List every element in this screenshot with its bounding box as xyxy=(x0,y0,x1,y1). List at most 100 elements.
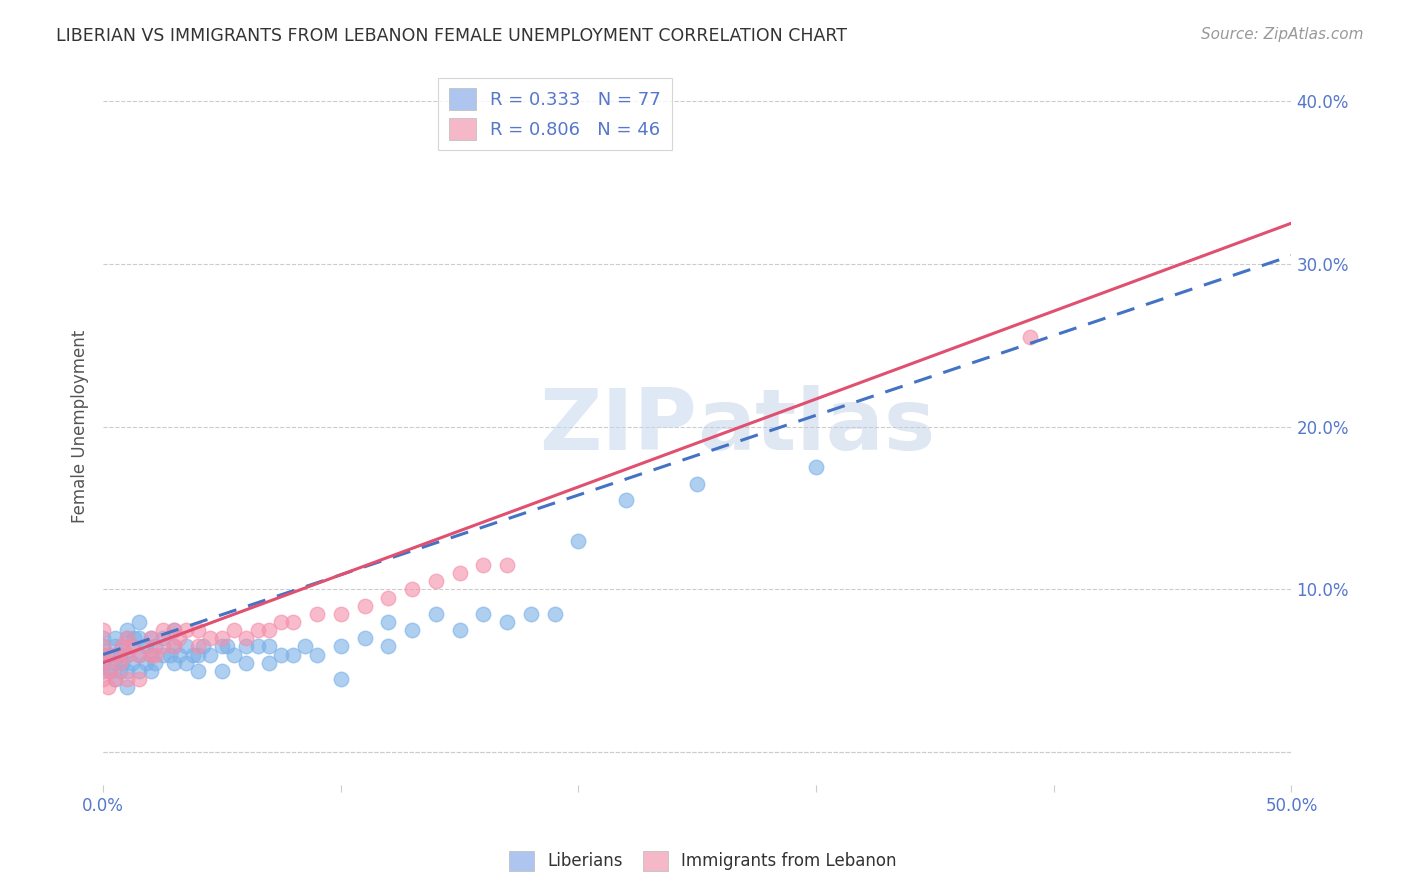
Point xyxy=(567,533,589,548)
Point xyxy=(449,623,471,637)
Point xyxy=(115,672,138,686)
Point xyxy=(139,664,162,678)
Point xyxy=(121,656,143,670)
Point xyxy=(108,648,131,662)
Point xyxy=(496,558,519,572)
Point xyxy=(139,648,162,662)
Point xyxy=(496,615,519,629)
Point xyxy=(259,623,281,637)
Point xyxy=(270,648,292,662)
Point xyxy=(187,648,209,662)
Point xyxy=(139,632,162,646)
Point xyxy=(121,640,143,654)
Point xyxy=(91,672,114,686)
Text: Source: ZipAtlas.com: Source: ZipAtlas.com xyxy=(1201,27,1364,42)
Point xyxy=(91,656,114,670)
Point xyxy=(215,640,238,654)
Point xyxy=(211,640,233,654)
Point xyxy=(98,664,121,678)
Point xyxy=(91,648,114,662)
Point xyxy=(128,615,150,629)
Point xyxy=(115,648,138,662)
Point xyxy=(115,632,138,646)
Point xyxy=(163,656,186,670)
Point xyxy=(115,632,138,646)
Point xyxy=(163,623,186,637)
Text: ZIP: ZIP xyxy=(540,385,697,468)
Point xyxy=(377,591,399,605)
Point xyxy=(128,632,150,646)
Point xyxy=(222,648,245,662)
Point xyxy=(152,648,174,662)
Point xyxy=(91,656,114,670)
Point xyxy=(145,640,167,654)
Point xyxy=(401,582,423,597)
Point xyxy=(235,632,257,646)
Point xyxy=(152,632,174,646)
Point xyxy=(187,640,209,654)
Point xyxy=(91,640,114,654)
Point xyxy=(176,656,198,670)
Point xyxy=(353,599,375,613)
Point xyxy=(111,640,134,654)
Point xyxy=(198,648,221,662)
Point xyxy=(283,615,305,629)
Point xyxy=(122,632,145,646)
Point xyxy=(104,672,127,686)
Point xyxy=(163,640,186,654)
Point xyxy=(152,640,174,654)
Point xyxy=(283,648,305,662)
Point xyxy=(425,574,447,589)
Point xyxy=(401,623,423,637)
Point xyxy=(520,607,543,621)
Point xyxy=(176,640,198,654)
Point xyxy=(108,664,131,678)
Point xyxy=(614,492,637,507)
Point xyxy=(472,558,495,572)
Point xyxy=(167,632,190,646)
Point xyxy=(121,640,143,654)
Point xyxy=(211,632,233,646)
Point xyxy=(111,640,134,654)
Point xyxy=(98,664,121,678)
Point xyxy=(270,615,292,629)
Y-axis label: Female Unemployment: Female Unemployment xyxy=(72,330,89,524)
Point xyxy=(449,566,471,581)
Point xyxy=(91,632,114,646)
Point xyxy=(211,664,233,678)
Point xyxy=(377,640,399,654)
Legend: Liberians, Immigrants from Lebanon: Liberians, Immigrants from Lebanon xyxy=(501,842,905,880)
Point xyxy=(163,640,186,654)
Point xyxy=(305,607,328,621)
Point xyxy=(235,656,257,670)
Point xyxy=(259,656,281,670)
Point xyxy=(91,648,114,662)
Point xyxy=(425,607,447,621)
Point xyxy=(111,656,134,670)
Point xyxy=(104,632,127,646)
Point xyxy=(91,640,114,654)
Point xyxy=(163,623,186,637)
Point xyxy=(152,623,174,637)
Point xyxy=(377,615,399,629)
Point xyxy=(139,648,162,662)
Point xyxy=(104,648,127,662)
Point xyxy=(128,648,150,662)
Point xyxy=(108,656,131,670)
Point xyxy=(198,632,221,646)
Point xyxy=(222,623,245,637)
Point xyxy=(91,623,114,637)
Point xyxy=(104,656,127,670)
Point xyxy=(686,476,709,491)
Point xyxy=(128,648,150,662)
Point xyxy=(183,648,205,662)
Point xyxy=(135,656,157,670)
Text: atlas: atlas xyxy=(697,385,935,468)
Legend: R = 0.333   N = 77, R = 0.806   N = 46: R = 0.333 N = 77, R = 0.806 N = 46 xyxy=(437,78,672,151)
Point xyxy=(544,607,567,621)
Point xyxy=(329,672,352,686)
Point xyxy=(115,648,138,662)
Point xyxy=(1019,330,1042,344)
Point xyxy=(139,632,162,646)
Point xyxy=(128,664,150,678)
